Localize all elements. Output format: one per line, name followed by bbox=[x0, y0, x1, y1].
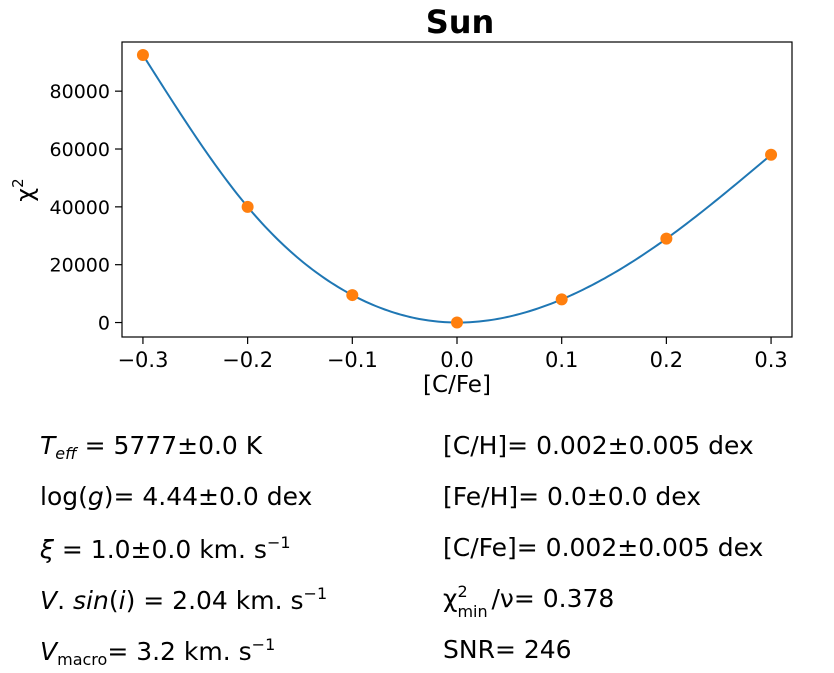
y-axis-label-sup: 2 bbox=[9, 178, 27, 188]
x-tick-label: 0.0 bbox=[440, 348, 473, 372]
ch-abundance: [C/H]= 0.002±0.005 dex bbox=[443, 431, 754, 460]
chi2-min-param: χ 2 min/ν= 0.378 bbox=[443, 582, 615, 621]
plot-frame bbox=[121, 41, 793, 338]
data-point bbox=[555, 293, 568, 306]
data-point bbox=[241, 200, 254, 213]
data-point bbox=[136, 49, 149, 62]
data-points bbox=[136, 49, 778, 329]
y-axis-label: χ2 bbox=[9, 178, 39, 201]
vmacro-param: Vmacro= 3.2 km. s−1 bbox=[40, 635, 276, 669]
microturbulence-param: ξ = 1.0±0.0 km. s−1 bbox=[40, 533, 291, 564]
x-tick-label: 0.3 bbox=[754, 348, 787, 372]
x-tick-label: −0.1 bbox=[327, 348, 378, 372]
fit-curve-line bbox=[142, 54, 772, 324]
y-tick-label: 60000 bbox=[50, 139, 110, 161]
y-tick-label: 40000 bbox=[50, 197, 110, 219]
teff-param: Teff = 5777±0.0 K bbox=[40, 431, 263, 463]
y-tick-label: 0 bbox=[98, 313, 110, 335]
x-tick-label: −0.2 bbox=[222, 348, 273, 372]
x-axis-label: [C/Fe] bbox=[423, 372, 491, 398]
vsini-param: V. sin(i) = 2.04 km. s−1 bbox=[40, 584, 328, 615]
data-point bbox=[660, 232, 673, 245]
y-tick-label: 80000 bbox=[50, 81, 110, 103]
x-tick-label: 0.1 bbox=[545, 348, 578, 372]
x-axis-ticks: −0.3 −0.2 −0.1 0.0 0.1 0.2 0.3 bbox=[117, 337, 788, 372]
logg-param: log(g)= 4.44±0.0 dex bbox=[40, 482, 313, 511]
data-point bbox=[765, 148, 778, 161]
x-tick-label: −0.3 bbox=[117, 348, 168, 372]
y-tick-label: 20000 bbox=[50, 255, 110, 277]
y-axis-ticks: 0 20000 40000 60000 80000 bbox=[50, 81, 122, 335]
svg-text:χ2: χ2 bbox=[9, 178, 39, 201]
data-point bbox=[451, 316, 463, 329]
chi2-chart: Sun −0.3 −0.2 −0.1 0.0 0.1 0.2 0.3 0 20000 40000… bbox=[9, 3, 793, 398]
cfe-abundance: [C/Fe]= 0.002±0.005 dex bbox=[443, 533, 764, 562]
y-axis-label-symbol: χ bbox=[11, 188, 39, 202]
chart-title: Sun bbox=[426, 3, 495, 41]
snr-param: SNR= 246 bbox=[443, 635, 572, 664]
data-point bbox=[346, 289, 359, 302]
feh-abundance: [Fe/H]= 0.0±0.0 dex bbox=[443, 482, 702, 511]
x-tick-label: 0.2 bbox=[650, 348, 683, 372]
